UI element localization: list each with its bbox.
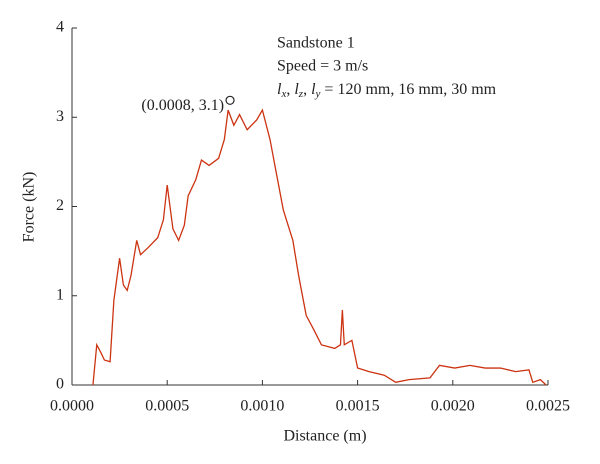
annotation-part: l bbox=[311, 81, 316, 98]
annotation-part: x bbox=[280, 88, 286, 100]
y-tick-label: 2 bbox=[56, 197, 64, 214]
annotation-part: y bbox=[315, 88, 321, 100]
y-tick-label: 0 bbox=[56, 376, 64, 393]
y-tick-label: 3 bbox=[56, 108, 64, 125]
annotation-part: , bbox=[303, 81, 311, 98]
x-tick-label: 0.0010 bbox=[240, 398, 284, 415]
annotation-part: z bbox=[298, 88, 304, 100]
annotation: lx, lz, ly = 120 mm, 16 mm, 30 mm bbox=[277, 81, 497, 100]
x-tick-label: 0.0020 bbox=[431, 398, 475, 415]
marker-label: (0.0008, 3.1) bbox=[141, 97, 224, 114]
data-line bbox=[92, 108, 547, 386]
marker-point bbox=[225, 95, 235, 105]
x-tick-label: 0.0025 bbox=[526, 398, 570, 415]
annotation-part: l bbox=[277, 81, 282, 98]
annotation: Speed = 3 m/s bbox=[277, 58, 368, 75]
annotation-part: l bbox=[294, 81, 299, 98]
annotation-part: , bbox=[286, 81, 294, 98]
x-tick-label: 0.0015 bbox=[336, 398, 380, 415]
annotation: Sandstone 1 bbox=[277, 35, 355, 52]
y-axis-label: Force (kN) bbox=[21, 172, 38, 243]
y-tick-label: 1 bbox=[56, 286, 64, 303]
x-tick-label: 0.0005 bbox=[145, 398, 189, 415]
x-axis-label: Distance (m) bbox=[283, 428, 366, 445]
y-tick-label: 4 bbox=[56, 19, 64, 36]
annotation-part: = 120 mm, 16 mm, 30 mm bbox=[320, 81, 496, 98]
x-tick-label: 0.0000 bbox=[50, 398, 94, 415]
